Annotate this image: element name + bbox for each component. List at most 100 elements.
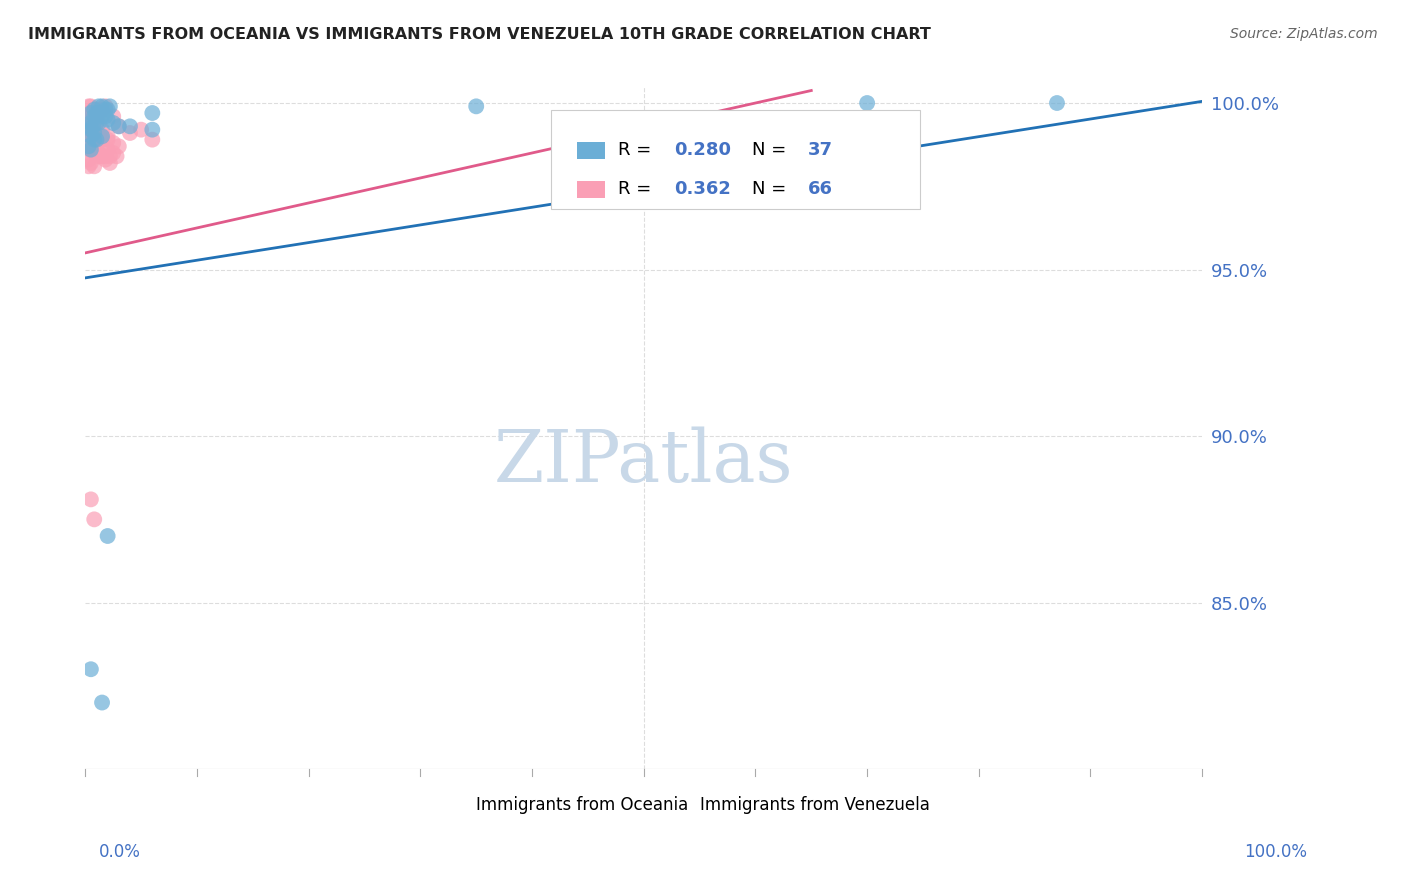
Point (91, 696, 114, 710)
Point (86, 120, 108, 134)
Point (82, 122, 104, 136)
Text: 37: 37 (808, 141, 832, 159)
Point (105, 149, 128, 163)
Point (87, 99, 110, 113)
Text: Immigrants from Oceania: Immigrants from Oceania (477, 797, 689, 814)
Point (118, 120, 141, 134)
Point (80, 120, 103, 134)
Point (91, 139, 114, 153)
Point (82, 116, 104, 130)
Point (103, 109, 125, 123)
Point (94, 99, 117, 113)
Point (94, 153, 117, 167)
Point (97, 112, 120, 127)
Point (80, 662, 103, 676)
Point (91, 103, 114, 117)
Point (1046, 95, 1069, 110)
Point (86, 116, 108, 130)
Text: N =: N = (752, 180, 792, 198)
Point (83, 103, 105, 117)
Point (86, 116, 108, 130)
Text: R =: R = (619, 180, 657, 198)
Point (87, 129, 110, 144)
Point (98, 99, 121, 113)
Point (94, 103, 117, 117)
Point (83, 143, 105, 157)
Point (141, 106, 163, 120)
Point (80, 99, 103, 113)
Point (77, 139, 100, 153)
Point (91, 122, 114, 136)
Point (97, 143, 120, 157)
Point (80, 492, 103, 507)
Point (77, 159, 100, 173)
Point (103, 136, 125, 150)
Point (83, 109, 105, 123)
Point (83, 116, 105, 130)
Point (80, 122, 103, 136)
Point (86, 106, 108, 120)
Point (82, 120, 104, 134)
Point (86, 133, 108, 147)
Point (77, 143, 100, 157)
Point (82, 103, 104, 117)
FancyBboxPatch shape (551, 111, 920, 210)
Point (107, 139, 129, 153)
Point (91, 133, 114, 147)
Point (80, 126, 103, 140)
Point (83, 159, 105, 173)
Point (77, 120, 100, 134)
Point (83, 145, 105, 160)
Text: 0.280: 0.280 (673, 141, 731, 159)
Point (77, 106, 100, 120)
FancyBboxPatch shape (576, 142, 605, 159)
Point (83, 122, 105, 136)
Point (82, 109, 104, 123)
Point (80, 106, 103, 120)
FancyBboxPatch shape (443, 798, 467, 814)
Point (86, 103, 108, 117)
Text: R =: R = (619, 141, 657, 159)
Point (97, 529, 120, 543)
Point (91, 99, 114, 113)
Point (94, 109, 117, 123)
Text: Source: ZipAtlas.com: Source: ZipAtlas.com (1230, 27, 1378, 41)
Point (103, 116, 125, 130)
Point (97, 129, 120, 144)
Point (86, 129, 108, 144)
Point (141, 133, 163, 147)
Point (103, 145, 125, 160)
Point (77, 133, 100, 147)
Point (80, 136, 103, 150)
Text: 0.362: 0.362 (673, 180, 731, 198)
Point (83, 103, 105, 117)
Point (107, 120, 129, 134)
Point (465, 99, 488, 113)
Text: 0.0%: 0.0% (98, 843, 141, 861)
Point (83, 109, 105, 123)
Point (141, 122, 163, 136)
Point (77, 99, 100, 113)
Point (83, 512, 105, 526)
Point (77, 153, 100, 167)
Text: IMMIGRANTS FROM OCEANIA VS IMMIGRANTS FROM VENEZUELA 10TH GRADE CORRELATION CHAR: IMMIGRANTS FROM OCEANIA VS IMMIGRANTS FR… (28, 27, 931, 42)
Point (87, 145, 110, 160)
Point (87, 109, 110, 123)
Point (86, 109, 108, 123)
Text: 66: 66 (808, 180, 832, 198)
Point (87, 106, 110, 120)
Point (87, 103, 110, 117)
Point (129, 122, 152, 136)
Point (94, 149, 117, 163)
Point (80, 116, 103, 130)
Point (87, 149, 110, 163)
Point (98, 149, 121, 163)
FancyBboxPatch shape (666, 798, 690, 814)
Point (80, 143, 103, 157)
Point (107, 120, 129, 134)
Point (82, 129, 104, 144)
Point (98, 156, 121, 170)
Point (80, 143, 103, 157)
Point (83, 133, 105, 147)
Point (77, 112, 100, 127)
